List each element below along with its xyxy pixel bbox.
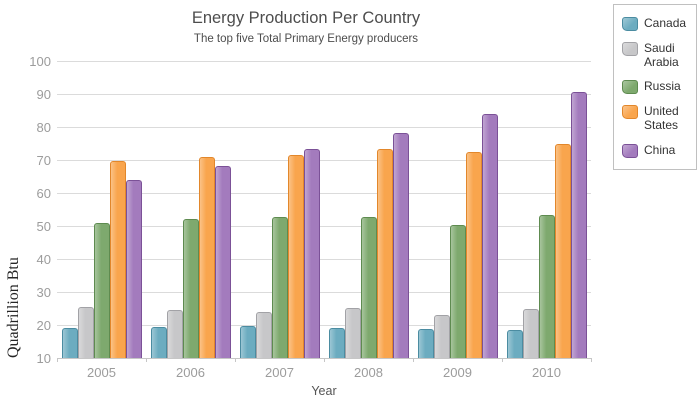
legend-item-saudi-arabia[interactable]: Saudi Arabia: [622, 41, 690, 69]
bar-russia-2007[interactable]: [271, 217, 288, 358]
y-tick-label-60: 60: [36, 186, 51, 201]
legend-item-russia[interactable]: Russia: [622, 79, 690, 95]
bar-united-states-2007[interactable]: [287, 155, 304, 358]
legend-item-united-states[interactable]: United States: [622, 104, 690, 132]
y-tick-label-20: 20: [36, 318, 51, 333]
gridline-90: [57, 94, 591, 95]
bar-united-states-2009[interactable]: [465, 151, 482, 358]
bar-russia-2008[interactable]: [360, 217, 377, 358]
legend-label-united-states: United States: [644, 104, 679, 133]
chart-title: Energy Production Per Country: [191, 9, 421, 27]
bar-united-states-2005[interactable]: [109, 161, 126, 358]
y-tick-label-90: 90: [36, 87, 51, 102]
x-tick-label-2006: 2006: [176, 365, 205, 380]
bar-russia-2005[interactable]: [93, 222, 110, 358]
legend-label-china: China: [644, 142, 676, 157]
bar-groups: [57, 61, 591, 358]
bar-saudi-arabia-2005[interactable]: [77, 306, 94, 358]
x-axis-tick: [413, 358, 414, 362]
y-tick-label-40: 40: [36, 252, 51, 267]
bar-saudi-arabia-2006[interactable]: [166, 309, 183, 358]
x-axis-tick: [146, 358, 147, 362]
bar-united-states-2010[interactable]: [554, 144, 571, 358]
chart-subtitle: The top five Total Primary Energy produc…: [193, 33, 419, 45]
bar-saudi-arabia-2010[interactable]: [522, 309, 539, 358]
bar-group-2008: [324, 61, 413, 358]
bar-russia-2010[interactable]: [538, 215, 555, 358]
x-tick-label-2008: 2008: [354, 365, 383, 380]
bar-group-2010: [502, 61, 591, 358]
bar-group-2007: [235, 61, 324, 358]
bar-group-2005: [57, 61, 146, 358]
legend-item-china[interactable]: China: [622, 143, 690, 158]
bar-china-2010[interactable]: [570, 92, 587, 358]
y-tick-label-50: 50: [36, 219, 51, 234]
bar-canada-2006[interactable]: [150, 326, 167, 358]
x-tick-label-2005: 2005: [87, 365, 116, 380]
bar-russia-2009[interactable]: [449, 224, 466, 358]
bar-saudi-arabia-2008[interactable]: [344, 307, 361, 358]
bar-canada-2008[interactable]: [328, 327, 345, 358]
bar-china-2009[interactable]: [481, 113, 498, 358]
x-axis-title: Year: [311, 384, 337, 398]
bar-canada-2010[interactable]: [506, 329, 523, 358]
legend-label-russia: Russia: [644, 79, 681, 94]
legend-swatch-united-states: [622, 105, 638, 120]
gridline-60: [57, 193, 591, 194]
y-tick-label-70: 70: [36, 153, 51, 168]
x-axis-tick: [502, 358, 503, 362]
gridline-20: [57, 325, 591, 326]
legend-label-saudi-arabia: Saudi Arabia: [644, 41, 679, 70]
gridline-100: [57, 61, 591, 62]
x-axis-tick: [235, 358, 236, 362]
bar-saudi-arabia-2009[interactable]: [433, 314, 450, 358]
x-axis-tick: [591, 358, 592, 362]
bar-russia-2006[interactable]: [182, 219, 199, 358]
legend-item-canada[interactable]: Canada: [622, 16, 690, 31]
plot-area: [57, 61, 591, 359]
x-tick-label-2007: 2007: [265, 365, 294, 380]
y-tick-label-100: 100: [29, 54, 51, 69]
x-axis-tick: [57, 358, 58, 362]
legend-swatch-saudi-arabia: [622, 42, 638, 56]
y-tick-label-30: 30: [36, 285, 51, 300]
y-tick-label-80: 80: [36, 120, 51, 135]
gridline-30: [57, 292, 591, 293]
bar-china-2007[interactable]: [303, 149, 320, 358]
y-axis-tick-labels: 10 20 30 40 50 60 70 80 90 100: [0, 54, 51, 366]
bar-canada-2005[interactable]: [61, 327, 78, 358]
bar-china-2005[interactable]: [125, 180, 142, 358]
x-axis-tick: [324, 358, 325, 362]
bar-group-2006: [146, 61, 235, 358]
bar-united-states-2008[interactable]: [376, 149, 393, 358]
x-tick-label-2009: 2009: [443, 365, 472, 380]
bar-china-2008[interactable]: [392, 132, 409, 358]
legend-swatch-canada: [622, 17, 638, 31]
x-axis-tick-labels: 2005 2006 2007 2008 2009 2010: [57, 365, 591, 381]
gridline-40: [57, 259, 591, 260]
bar-canada-2009[interactable]: [417, 329, 434, 358]
bar-united-states-2006[interactable]: [198, 157, 215, 358]
bar-saudi-arabia-2007[interactable]: [255, 312, 272, 358]
bar-group-2009: [413, 61, 502, 358]
gridline-80: [57, 127, 591, 128]
gridline-50: [57, 226, 591, 227]
bar-china-2006[interactable]: [214, 166, 231, 358]
gridline-70: [57, 160, 591, 161]
y-tick-label-10: 10: [36, 351, 51, 366]
legend-swatch-china: [622, 143, 638, 158]
legend: Canada Saudi Arabia Russia United States Chi…: [613, 4, 697, 170]
bar-canada-2007[interactable]: [239, 326, 256, 358]
legend-swatch-russia: [622, 80, 638, 95]
x-tick-label-2010: 2010: [532, 365, 561, 380]
legend-label-canada: Canada: [644, 16, 687, 30]
